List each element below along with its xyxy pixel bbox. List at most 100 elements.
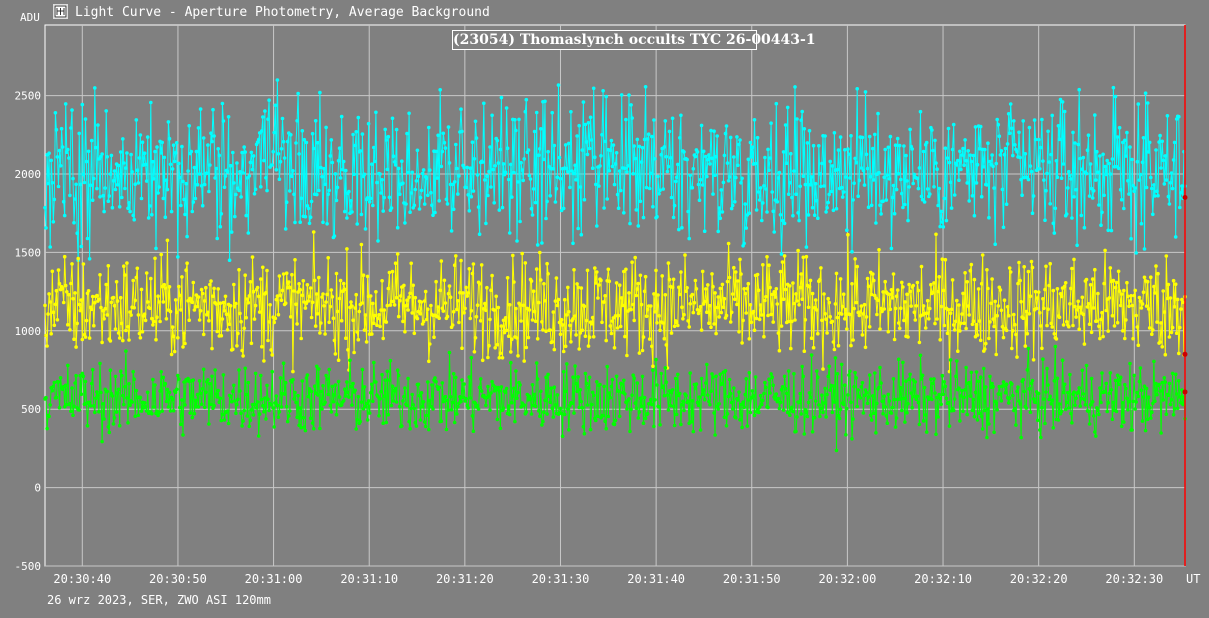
series-2-point — [616, 313, 621, 318]
series-3-point — [54, 395, 59, 400]
app-icon[interactable] — [53, 4, 68, 19]
series-1-point — [999, 149, 1004, 153]
series-2-point — [1017, 260, 1021, 265]
series-3-point — [786, 369, 791, 373]
series-2-point — [442, 278, 447, 283]
series-3-point — [1053, 344, 1058, 349]
series-2-point — [293, 258, 297, 262]
series-1-point — [1036, 137, 1041, 142]
series-3-point — [249, 408, 254, 412]
series-3-point — [206, 378, 210, 382]
series-3-point — [1094, 434, 1098, 438]
series-3-point — [1004, 382, 1009, 387]
series-1-point — [902, 144, 906, 148]
series-1-point — [885, 173, 890, 177]
series-3-point — [663, 366, 668, 370]
series-3-point — [628, 429, 632, 434]
series-2-point — [712, 322, 716, 326]
series-3-point — [476, 407, 481, 411]
series-1-point — [828, 159, 832, 164]
series-1-point — [551, 167, 556, 171]
series-2-point — [809, 336, 814, 341]
series-3-point — [130, 400, 134, 404]
series-1-point — [339, 114, 344, 119]
series-1-point — [44, 226, 48, 230]
series-3-point — [797, 400, 801, 405]
chart-title: (23054) Thomaslynch occults TYC 26-00443… — [452, 30, 816, 50]
series-3-point — [1063, 407, 1068, 412]
series-2-point — [307, 294, 312, 299]
series-2-point — [171, 334, 176, 339]
series-1-point — [421, 168, 426, 172]
series-3-point — [689, 420, 693, 424]
series-3-point — [484, 403, 488, 408]
series-1-point — [1062, 109, 1067, 114]
series-3-point — [837, 416, 842, 421]
series-1-point — [748, 140, 753, 145]
series-1-point — [1013, 143, 1017, 147]
series-2-point — [1030, 265, 1035, 270]
series-2-point — [1069, 286, 1073, 291]
series-3-point — [452, 420, 457, 425]
series-1-point — [626, 164, 630, 168]
series-2-point — [572, 268, 576, 272]
series-3-point — [448, 395, 453, 399]
series-1-point — [878, 203, 882, 207]
series-2-point — [992, 324, 996, 329]
series-1-point — [789, 151, 793, 156]
series-1-point — [123, 186, 127, 191]
series-3-point — [364, 401, 369, 406]
series-2-point — [573, 314, 577, 318]
series-3-point — [944, 396, 949, 401]
series-2-point — [828, 314, 832, 319]
series-1-point — [1029, 169, 1034, 174]
series-2-point — [511, 253, 515, 258]
series-1-point — [810, 205, 815, 210]
series-1-point — [229, 230, 234, 234]
series-3-point — [410, 392, 415, 397]
series-2-point — [202, 299, 207, 303]
series-1-point — [540, 241, 544, 245]
series-2-point — [459, 258, 463, 263]
series-1-point — [921, 149, 926, 154]
series-2-point — [395, 252, 400, 256]
series-2-point — [441, 309, 446, 313]
series-3-point — [678, 391, 682, 396]
series-2-point — [999, 308, 1004, 313]
series-1-point — [750, 145, 755, 149]
series-2-point — [461, 291, 465, 295]
series-2-point — [1088, 283, 1093, 287]
series-3-point — [726, 394, 731, 399]
series-1-point — [1115, 135, 1120, 139]
series-1-point — [904, 153, 908, 158]
series-3-point — [1133, 407, 1137, 411]
series-3-point — [579, 399, 584, 404]
series-1-point — [1057, 137, 1062, 142]
series-1-point — [381, 209, 386, 213]
series-1-point — [46, 181, 50, 186]
series-2-point — [629, 307, 633, 312]
series-1-point — [451, 207, 456, 212]
series-3-point — [551, 415, 556, 419]
series-1-point — [646, 132, 651, 136]
series-1-point — [903, 202, 907, 207]
series-1-point — [992, 186, 996, 190]
series-2-point — [1181, 300, 1185, 305]
series-2-point — [103, 306, 107, 311]
series-1-point — [983, 147, 987, 152]
series-2-point — [179, 308, 183, 312]
series-1-point — [672, 203, 677, 208]
series-2-point — [895, 288, 900, 292]
series-3-point — [123, 384, 127, 389]
series-3-point — [1134, 400, 1138, 404]
series-3-point — [1116, 382, 1121, 387]
series-2-point — [524, 345, 529, 350]
series-3-point — [659, 371, 663, 376]
series-3-point — [861, 411, 866, 415]
series-2-point — [824, 317, 828, 322]
series-2-point — [1000, 325, 1005, 329]
series-2-point — [174, 310, 179, 315]
x-tick-labels: 20:30:40 20:30:50 20:31:00 20:31:10 20:31:20… — [53, 572, 1163, 586]
series-1-point — [949, 206, 954, 210]
series-2-point — [743, 291, 747, 296]
